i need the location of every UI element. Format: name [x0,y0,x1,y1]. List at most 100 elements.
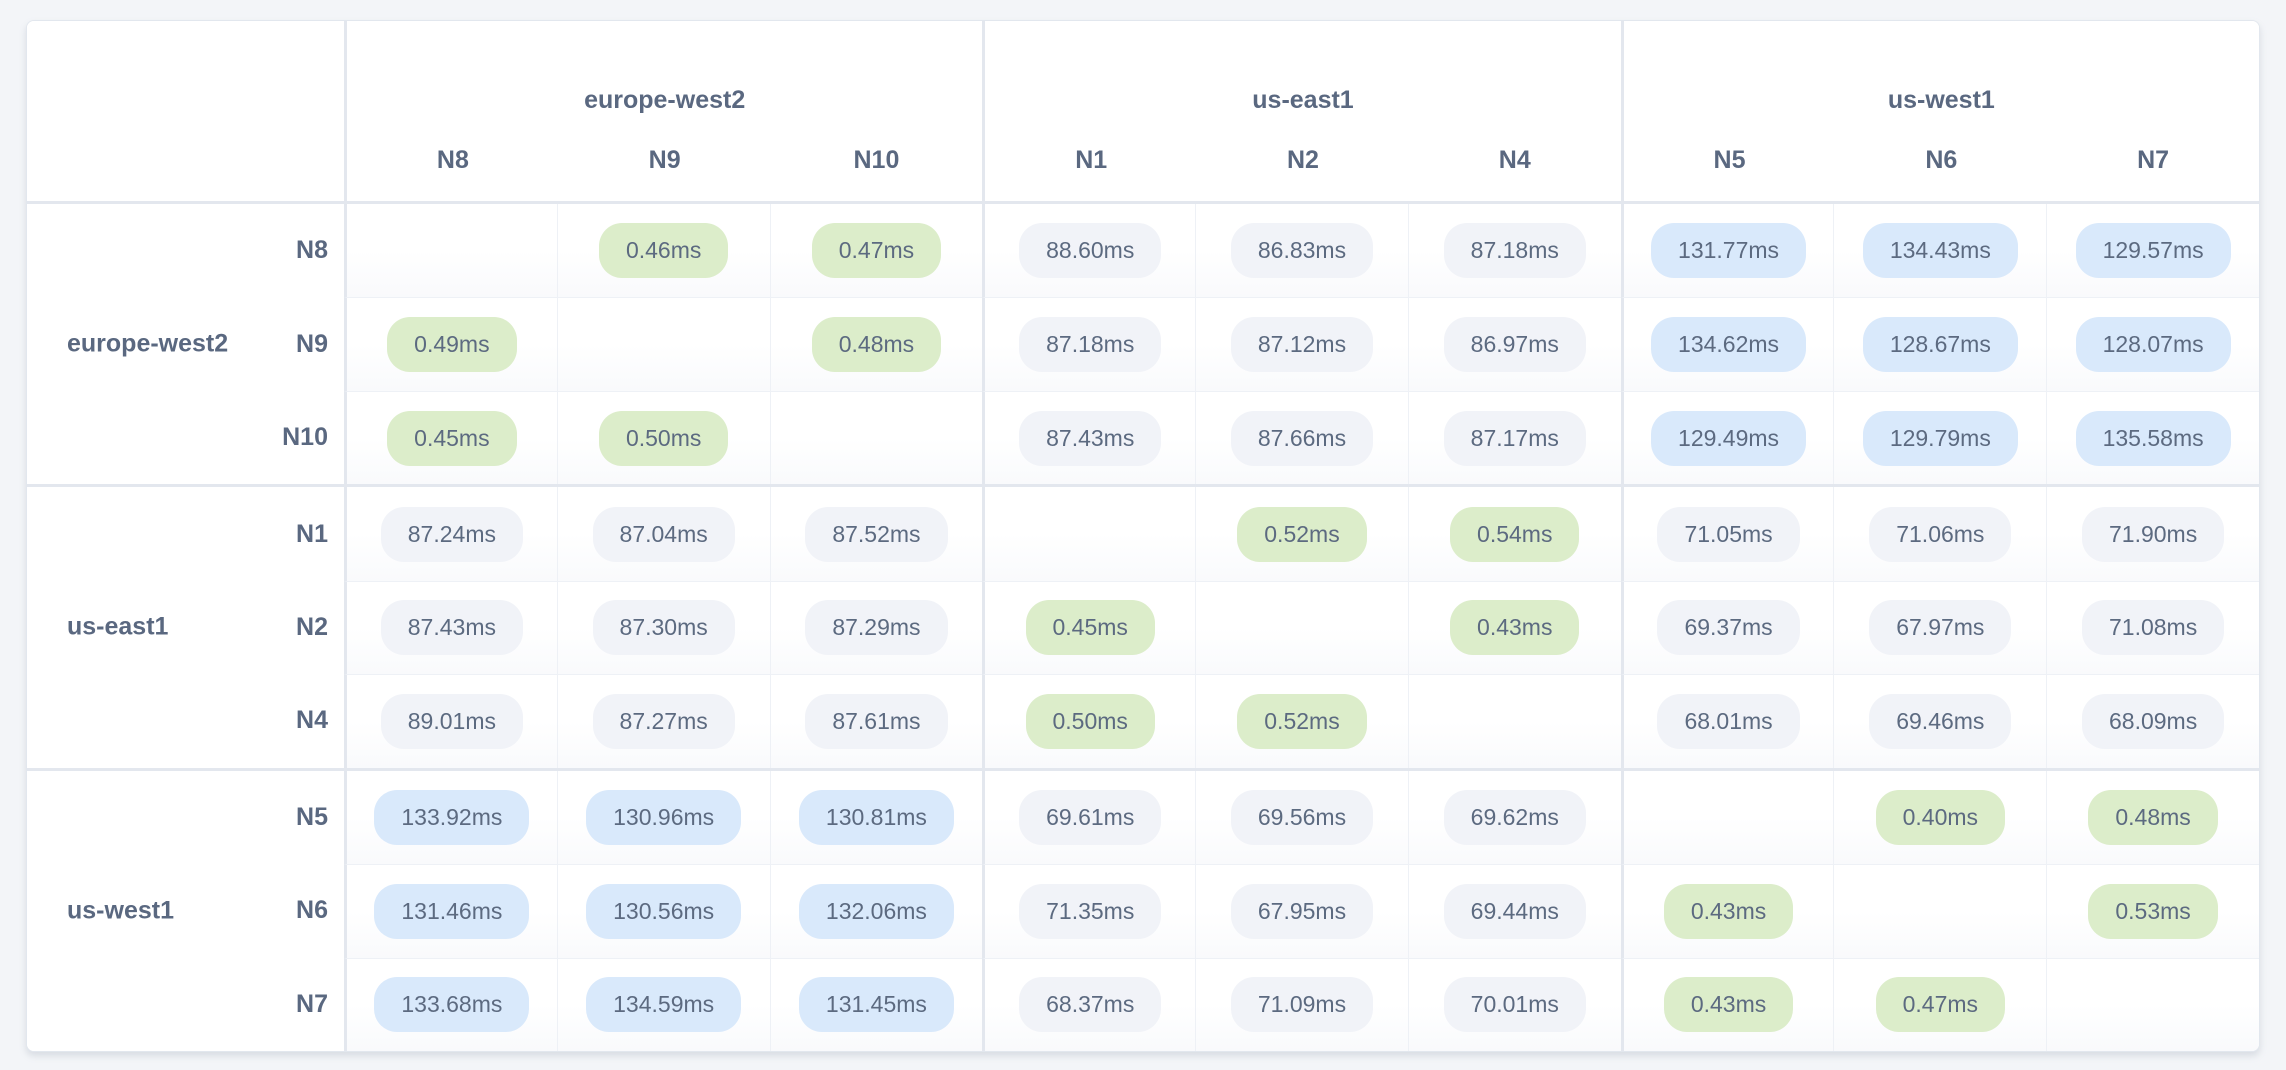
latency-badge-N6-N1[interactable]: 71.35ms [1019,883,1162,939]
latency-badge-N6-N5[interactable]: 0.43ms [1663,883,1794,939]
latency-cell-N10-N8: 0.45ms [344,390,557,485]
column-node-headers: N1 N2 N4 [985,145,1620,175]
latency-badge-N4-N6[interactable]: 69.46ms [1869,693,2012,749]
latency-badge-N7-N6[interactable]: 0.47ms [1875,977,2006,1033]
row-header-N10: N10 [282,423,328,452]
row-header-N8: N8 [296,236,328,265]
column-header-N10: N10 [853,146,900,174]
latency-badge-N2-N6[interactable]: 67.97ms [1869,600,2012,656]
latency-cell-N2-N6: 67.97ms [1833,580,2047,675]
latency-badge-N4-N9[interactable]: 87.27ms [592,693,735,749]
latency-cell-N10-N2: 87.66ms [1195,390,1408,485]
matrix-corner-cell [27,21,344,201]
latency-badge-N10-N8[interactable]: 0.45ms [387,410,517,466]
latency-badge-N8-N5[interactable]: 131.77ms [1651,223,1807,279]
latency-badge-N10-N5[interactable]: 129.49ms [1651,410,1807,466]
latency-badge-N2-N1[interactable]: 0.45ms [1025,600,1155,656]
latency-badge-N1-N7[interactable]: 71.90ms [2081,506,2225,562]
latency-badge-N9-N7[interactable]: 128.07ms [2075,317,2231,373]
latency-badge-N1-N9[interactable]: 87.04ms [592,506,735,562]
latency-badge-N6-N4[interactable]: 69.44ms [1443,883,1586,939]
latency-badge-N1-N4[interactable]: 0.54ms [1450,506,1580,562]
row-group-labels-us-east1: us-east1 N1 N2 N4 [27,487,344,768]
latency-badge-N1-N2[interactable]: 0.52ms [1237,506,1367,562]
latency-badge-N7-N4[interactable]: 70.01ms [1443,977,1586,1033]
latency-badge-N4-N2[interactable]: 0.52ms [1237,693,1367,749]
latency-badge-N2-N9[interactable]: 87.30ms [592,600,735,656]
latency-badge-N5-N2[interactable]: 69.56ms [1230,789,1374,845]
latency-cell-N5-N10: 130.81ms [769,770,983,865]
latency-cell-N8-N1: 88.60ms [982,204,1196,298]
latency-badge-N9-N1[interactable]: 87.18ms [1019,317,1162,373]
latency-cell-N4-N10: 87.61ms [769,674,983,768]
column-group-us-west1: us-west1 N5 N6 N7 [1620,21,2259,201]
latency-badge-N7-N2[interactable]: 71.09ms [1230,977,1374,1033]
latency-badge-N4-N10[interactable]: 87.61ms [805,693,948,749]
latency-badge-N8-N2[interactable]: 86.83ms [1230,223,1374,279]
latency-cell-N10-N6: 129.79ms [1833,390,2047,485]
latency-badge-N8-N1[interactable]: 88.60ms [1019,223,1162,279]
latency-cell-N4-N2: 0.52ms [1195,674,1408,768]
latency-badge-N10-N7[interactable]: 135.58ms [2075,410,2231,466]
latency-badge-N8-N7[interactable]: 129.57ms [2075,223,2231,279]
latency-badge-N4-N8[interactable]: 89.01ms [380,693,523,749]
latency-badge-N10-N1[interactable]: 87.43ms [1019,410,1162,466]
latency-badge-N10-N4[interactable]: 87.17ms [1443,410,1586,466]
latency-badge-N6-N2[interactable]: 67.95ms [1230,883,1374,939]
latency-cell-N6-N5: 0.43ms [1620,864,1834,958]
latency-badge-N8-N6[interactable]: 134.43ms [1862,223,2018,279]
latency-badge-N5-N4[interactable]: 69.62ms [1443,789,1586,845]
latency-badge-N9-N6[interactable]: 128.67ms [1862,317,2018,373]
latency-badge-N6-N8[interactable]: 131.46ms [374,883,530,939]
latency-badge-N5-N6[interactable]: 0.40ms [1875,789,2006,845]
latency-badge-N10-N9[interactable]: 0.50ms [598,410,729,466]
latency-badge-N10-N2[interactable]: 87.66ms [1230,410,1374,466]
latency-cell-N8-N9: 0.46ms [556,204,770,298]
latency-badge-N8-N9[interactable]: 0.46ms [598,223,729,279]
latency-badge-N1-N10[interactable]: 87.52ms [805,506,948,562]
latency-badge-N4-N7[interactable]: 68.09ms [2081,693,2225,749]
latency-badge-N7-N8[interactable]: 133.68ms [374,977,530,1033]
latency-badge-N2-N10[interactable]: 87.29ms [805,600,948,656]
latency-badge-N6-N10[interactable]: 132.06ms [798,883,954,939]
latency-badge-N8-N4[interactable]: 87.18ms [1443,223,1586,279]
latency-badge-N7-N10[interactable]: 131.45ms [798,977,954,1033]
latency-badge-N5-N10[interactable]: 130.81ms [798,789,954,845]
latency-badge-N5-N8[interactable]: 133.92ms [374,789,530,845]
latency-badge-N8-N10[interactable]: 0.47ms [811,223,942,279]
latency-cell-N2-N1: 0.45ms [982,580,1196,675]
latency-badge-N2-N4[interactable]: 0.43ms [1450,600,1580,656]
latency-badge-N5-N9[interactable]: 130.96ms [586,789,742,845]
latency-badge-N5-N1[interactable]: 69.61ms [1019,789,1162,845]
latency-badge-N2-N5[interactable]: 69.37ms [1657,600,1800,656]
latency-badge-N5-N7[interactable]: 0.48ms [2088,789,2218,845]
latency-badge-N7-N1[interactable]: 68.37ms [1019,977,1162,1033]
latency-cell-N8-N2: 86.83ms [1195,204,1408,298]
latency-badge-N2-N7[interactable]: 71.08ms [2081,600,2225,656]
latency-badge-N1-N6[interactable]: 71.06ms [1869,506,2012,562]
latency-badge-N1-N5[interactable]: 71.05ms [1657,506,1800,562]
latency-badge-N4-N1[interactable]: 0.50ms [1025,693,1155,749]
latency-badge-N9-N10[interactable]: 0.48ms [811,317,942,373]
latency-cell-N10-N10 [769,390,983,485]
latency-cell-N6-N9: 130.56ms [556,864,770,958]
latency-badge-N1-N8[interactable]: 87.24ms [380,506,523,562]
latency-badge-N9-N8[interactable]: 0.49ms [387,317,517,373]
latency-badge-N6-N9[interactable]: 130.56ms [586,883,742,939]
latency-badge-N7-N5[interactable]: 0.43ms [1663,977,1794,1033]
latency-badge-N9-N4[interactable]: 86.97ms [1443,317,1586,373]
latency-badge-N4-N5[interactable]: 68.01ms [1657,693,1800,749]
latency-badge-N9-N2[interactable]: 87.12ms [1230,317,1374,373]
latency-cell-N7-N4: 70.01ms [1407,957,1621,1051]
latency-badge-N7-N9[interactable]: 134.59ms [586,977,742,1033]
latency-badge-N9-N5[interactable]: 134.62ms [1651,317,1807,373]
latency-cell-N8-N10: 0.47ms [769,204,983,298]
latency-cell-N5-N5 [1620,770,1834,865]
latency-badge-N10-N6[interactable]: 129.79ms [1862,410,2018,466]
latency-cell-N6-N4: 69.44ms [1407,864,1621,958]
latency-cell-N8-N8 [344,204,557,298]
latency-badge-N2-N8[interactable]: 87.43ms [380,600,523,656]
latency-badge-N6-N7[interactable]: 0.53ms [2088,883,2218,939]
latency-cell-N7-N6: 0.47ms [1833,957,2047,1051]
latency-cell-N7-N7 [2046,957,2259,1051]
